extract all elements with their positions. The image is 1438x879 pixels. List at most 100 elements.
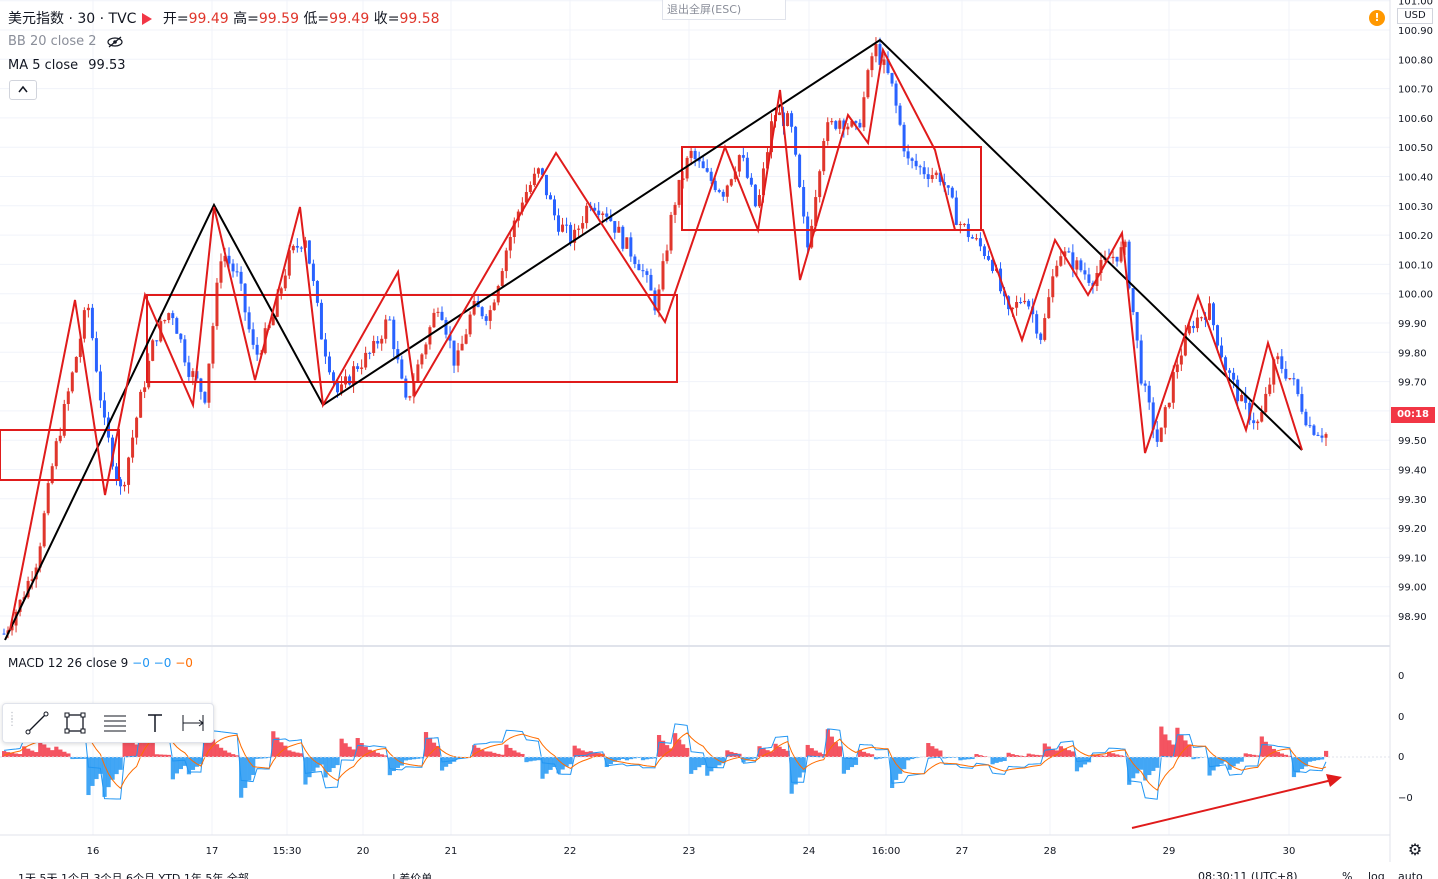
candle-body	[440, 311, 444, 320]
macd-histogram-bar	[773, 743, 778, 757]
candle-body	[179, 333, 183, 340]
macd-histogram-bar	[861, 751, 867, 757]
macd-histogram-bar	[82, 757, 87, 759]
trend-line-icon[interactable]	[23, 709, 51, 737]
candle-body	[1051, 276, 1055, 298]
macd-histogram-bar	[677, 739, 682, 757]
macd-histogram-bar	[299, 753, 304, 757]
macd-histogram-bar	[1267, 745, 1272, 757]
candle-body	[958, 224, 962, 226]
bb-legend[interactable]: BB 20 close 2	[8, 34, 123, 49]
macd-histogram-bar	[379, 754, 384, 757]
symbol-title[interactable]: 美元指数 · 30 · TVC	[8, 11, 137, 27]
collapse-legend-button[interactable]	[9, 80, 37, 100]
percent-toggle[interactable]: %	[1342, 870, 1353, 879]
candle-body	[818, 171, 822, 198]
candle-body	[1135, 312, 1139, 341]
candle-body	[886, 59, 890, 74]
time-tick: 29	[1163, 846, 1176, 857]
macd-histogram-bar	[516, 752, 521, 757]
candle-body	[127, 457, 131, 485]
candle-body	[1195, 317, 1199, 329]
macd-histogram-bar	[46, 747, 51, 757]
ma-legend[interactable]: MA 5 close 99.53	[8, 58, 126, 73]
macd-histogram-bar	[1062, 748, 1068, 757]
macd-histogram-bar	[942, 757, 947, 759]
macd-histogram-bar	[448, 757, 453, 764]
macd-histogram-bar	[231, 754, 236, 757]
candle-body	[1131, 288, 1135, 313]
clock-time[interactable]: 08:30:11 (UTC+8)	[1198, 870, 1298, 879]
macd-histogram-bar	[311, 757, 316, 772]
macd-histogram-bar	[496, 753, 501, 757]
drawings[interactable]	[0, 38, 1342, 829]
macd-histogram-bar	[291, 751, 296, 757]
candle-body	[858, 122, 862, 128]
macd-histogram-bar	[1291, 757, 1297, 778]
auto-toggle[interactable]: auto	[1398, 870, 1423, 879]
candle-body	[404, 378, 408, 398]
candle-body	[1119, 247, 1123, 262]
macd-histogram-bar	[978, 755, 983, 757]
candle-body	[625, 237, 629, 249]
candle-body	[299, 247, 303, 249]
price-tick: 99.00	[1398, 583, 1427, 594]
candle-body	[472, 301, 476, 315]
candle-body	[2, 633, 6, 635]
candle-body	[191, 371, 195, 377]
candle-body	[340, 384, 344, 393]
time-axis[interactable]: 16 17 15:30 20 21 22 23 24 16:00 27 28 29 30	[87, 846, 1296, 857]
macd-histogram-bar	[841, 757, 847, 774]
macd-histogram-bar	[492, 752, 497, 757]
measure-icon[interactable]	[179, 709, 207, 737]
macd-histogram-bar	[62, 751, 67, 757]
text-tool-icon[interactable]	[141, 709, 169, 737]
candle-body	[1079, 260, 1083, 271]
candle-body	[1019, 302, 1023, 304]
parallel-channel-icon[interactable]	[101, 709, 129, 737]
candle-body	[311, 263, 315, 282]
candle-body	[745, 157, 749, 178]
candle-body	[151, 340, 155, 361]
macd-histogram-bar	[604, 757, 609, 768]
macd-histogram-bar	[363, 746, 368, 757]
price-axis[interactable]: 101.00 100.90 100.80 100.70 100.60 100.50 100.…	[1398, 0, 1433, 623]
candle-body	[548, 195, 552, 200]
compare-button[interactable]: | 差价单	[392, 872, 433, 879]
macd-legend[interactable]: MACD 12 26 close 9 −0 −0 −0	[8, 656, 193, 670]
macd-axis[interactable]: 0 0 0 −0	[1398, 671, 1413, 804]
date-ranges[interactable]: 1天 5天 1个月 3个月 6个月 YTD 1年 5年 全部	[18, 872, 249, 879]
drag-handle-icon[interactable]: ⋮ ⋮	[7, 711, 17, 728]
warning-icon[interactable]: !	[1369, 10, 1385, 26]
price-tick: 100.90	[1398, 26, 1433, 37]
time-tick: 22	[564, 846, 577, 857]
candle-body	[605, 213, 609, 217]
macd-histogram-bar	[484, 751, 489, 757]
candle-body	[255, 344, 259, 355]
log-toggle[interactable]: log	[1368, 870, 1385, 879]
drawing-toolbar[interactable]: ⋮ ⋮	[2, 703, 214, 743]
macd-histogram-bar	[853, 757, 859, 765]
macd-histogram-bar	[375, 752, 380, 757]
candle-body	[649, 274, 653, 291]
bb-label: BB 20 close 2	[8, 34, 97, 49]
candle-body	[882, 59, 886, 65]
candle-body	[1067, 251, 1071, 253]
macd-histogram-bar	[1107, 751, 1112, 757]
price-tick: 100.50	[1398, 143, 1433, 154]
gear-icon[interactable]: ⚙	[1407, 840, 1423, 859]
candle-body	[167, 313, 171, 321]
macd-histogram-bar	[1078, 757, 1084, 768]
currency-label[interactable]: USD	[1397, 8, 1433, 24]
macd-histogram-bar	[1219, 757, 1224, 764]
rectangle-icon[interactable]	[61, 709, 89, 737]
candle-body	[336, 380, 340, 393]
macd-histogram-bar	[572, 745, 577, 757]
candle-body	[621, 226, 625, 249]
price-tick: 100.30	[1398, 202, 1433, 213]
candlestick-series	[2, 37, 1328, 639]
exit-fullscreen-button[interactable]: 退出全屏(ESC)	[662, 0, 786, 20]
macd-histogram-bar	[1038, 755, 1043, 757]
eye-hidden-icon[interactable]	[107, 36, 123, 48]
